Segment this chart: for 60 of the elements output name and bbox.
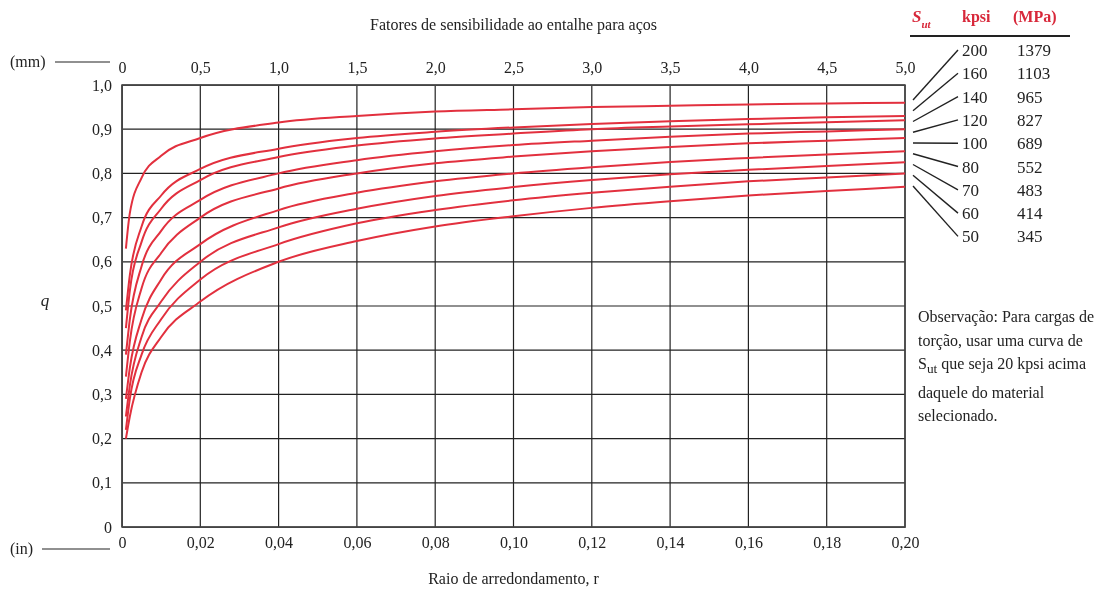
text: 552 <box>1017 157 1043 177</box>
text: 80 <box>962 157 979 177</box>
x-tick-label: 0,12 <box>578 534 607 552</box>
text: 160 <box>962 64 988 84</box>
y-tick-label: 0,9 <box>92 120 112 138</box>
y-tick-label: 0,1 <box>92 474 112 492</box>
y-tick-label: 0,2 <box>92 430 112 448</box>
text: 689 <box>1017 134 1043 154</box>
text: 1379 <box>1017 41 1051 60</box>
text: 60 <box>962 204 979 224</box>
x-tick-label: 0,04 <box>265 534 294 552</box>
y-tick-label: 0,3 <box>92 386 112 404</box>
x2-tick-label: 0 <box>118 59 127 76</box>
x2-axis-title: (mm) <box>10 53 46 71</box>
text: 1103 <box>1017 64 1051 84</box>
text: (in) <box>10 540 34 558</box>
x-tick-label: 0,10 <box>500 534 528 552</box>
text: 100 <box>962 134 988 154</box>
x-tick-label: 0,08 <box>421 534 450 552</box>
x-tick-label: 0,14 <box>656 534 685 552</box>
text: 345 <box>1017 227 1043 247</box>
x2-tick-label: 4,0 <box>738 59 759 76</box>
text: 200 <box>962 41 988 60</box>
chart-title: Fatores de sensibilidade ao entalhe para aços <box>370 16 657 34</box>
text: 483 <box>1017 180 1043 200</box>
text: 50 <box>962 227 979 247</box>
x-tick-label: 0,16 <box>734 534 763 552</box>
x-tick-label: 0,06 <box>343 534 372 552</box>
text: (MPa) <box>1013 8 1057 26</box>
x2-tick-label: 4,5 <box>817 59 838 76</box>
x2-tick-label: 3,5 <box>660 59 681 76</box>
text: kpsi <box>962 8 992 26</box>
text: Observação: Para cargas de torção, usar uma curva de S$_{ut}$ que seja 20 kpsi acima daquele do material selecionado. <box>918 307 1096 427</box>
text: 70 <box>962 180 979 200</box>
text: 414 <box>1017 204 1043 224</box>
y-tick-label: 0 <box>104 518 112 536</box>
x2-tick-label: 1,0 <box>269 59 290 76</box>
y-axis-title: q <box>40 291 50 310</box>
x-tick-label: 0,18 <box>813 534 842 552</box>
y-tick-label: 0,8 <box>92 165 112 183</box>
x-axis-title: Raio de arredondamento, r <box>428 570 600 587</box>
text: 965 <box>1017 87 1043 107</box>
x-tick-label: 0,02 <box>186 534 215 552</box>
y-tick-label: 0,4 <box>92 341 112 359</box>
x2-tick-label: 5,0 <box>895 59 916 76</box>
x2-tick-label: 3,0 <box>582 59 603 76</box>
text: 827 <box>1017 110 1043 130</box>
x2-tick-label: 2,5 <box>504 59 524 76</box>
x-tick-label: 0,20 <box>891 534 920 552</box>
y-tick-label: 0,5 <box>92 297 112 315</box>
text: 120 <box>962 110 988 130</box>
y-tick-label: 0,7 <box>92 209 112 227</box>
x2-tick-label: 0,5 <box>190 59 211 76</box>
y-tick-label: 0,6 <box>92 253 112 271</box>
legend-title: S$_{ut}$ <box>912 7 932 30</box>
x2-tick-label: 1,5 <box>347 59 368 76</box>
x-tick-label: 0 <box>118 534 127 552</box>
text: 140 <box>962 87 988 107</box>
x2-tick-label: 2,0 <box>425 59 446 76</box>
y-tick-label: 1,0 <box>92 76 112 94</box>
